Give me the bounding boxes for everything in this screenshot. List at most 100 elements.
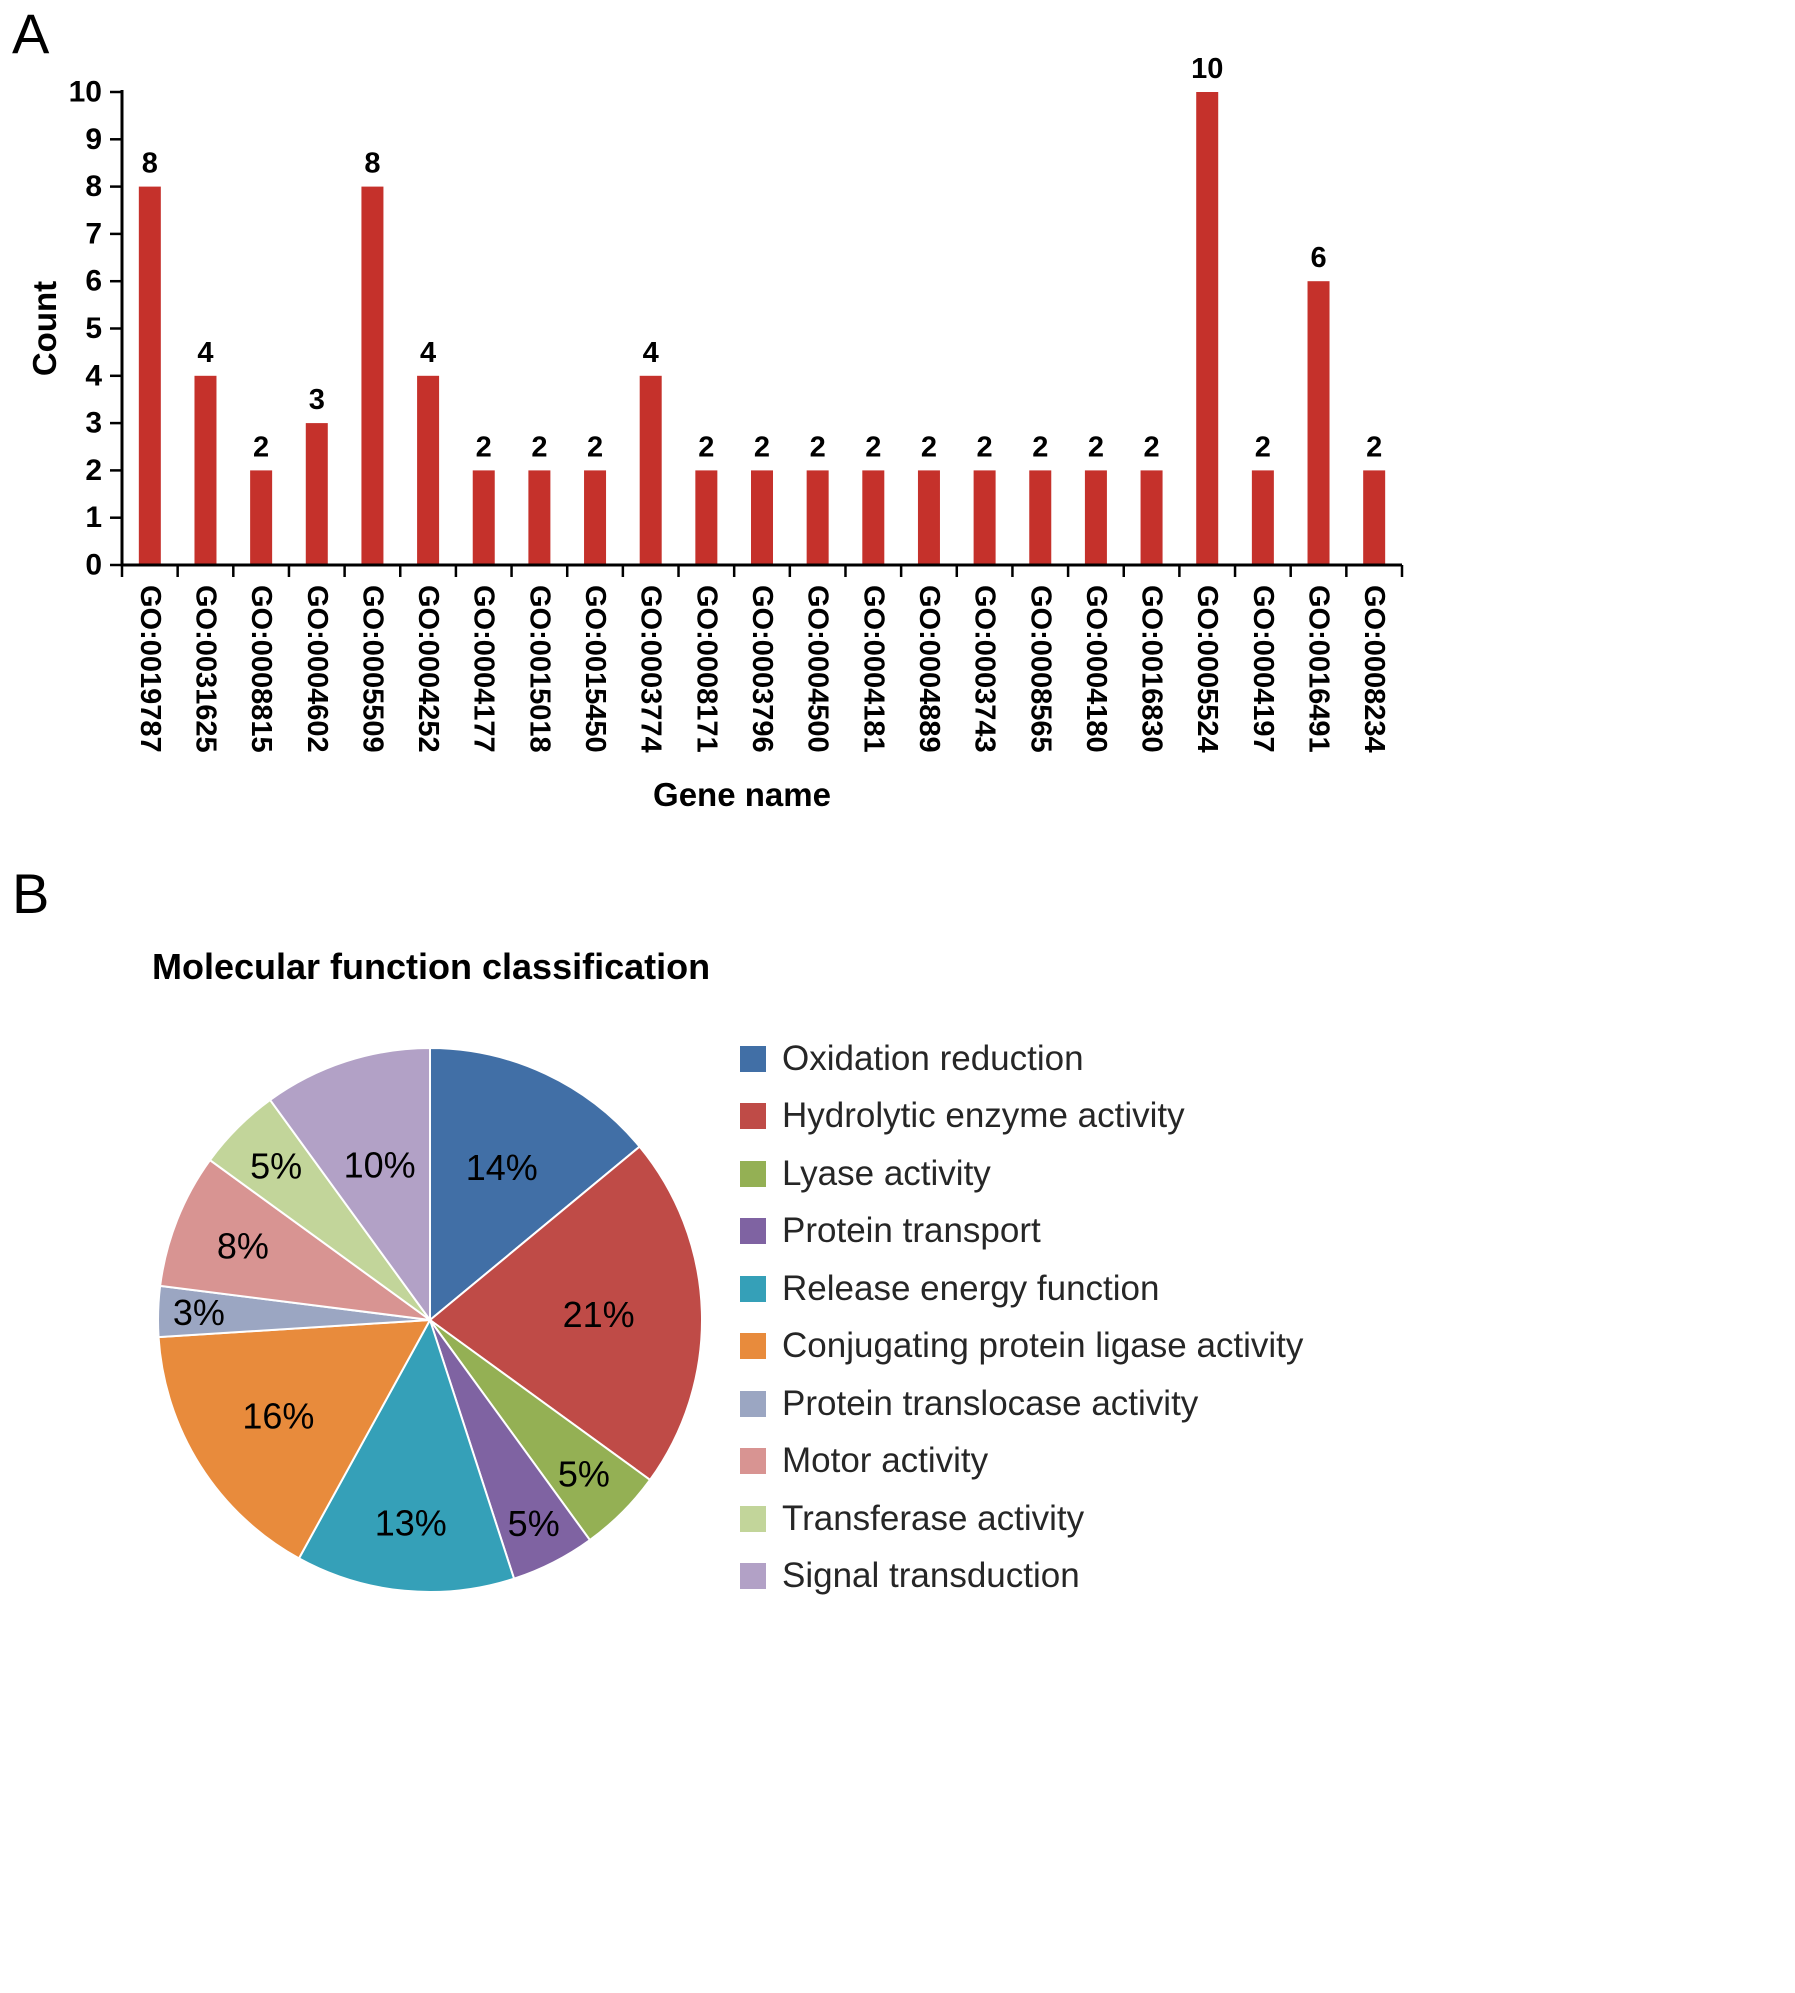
legend-label: Oxidation reduction: [782, 1038, 1084, 1078]
x-category-label: GO:0004181: [857, 585, 889, 753]
legend-swatch: [740, 1390, 766, 1417]
x-category-label: GO:0008815: [245, 585, 277, 753]
bar: [1307, 281, 1330, 565]
legend-item: Protein transport: [740, 1203, 1303, 1261]
legend-swatch: [740, 1160, 766, 1187]
x-category-label: GO:0004177: [468, 585, 500, 753]
bar-value-label: 2: [587, 431, 603, 463]
bar-value-label: 2: [253, 431, 269, 463]
bar-value-label: 10: [1191, 53, 1223, 85]
y-tick-label: 2: [85, 454, 102, 487]
bar: [973, 470, 996, 565]
x-category-label: GO:0004197: [1247, 585, 1279, 753]
panel-a-label: A: [12, 2, 50, 65]
legend-item: Conjugating protein ligase activity: [740, 1318, 1303, 1376]
bar: [305, 423, 328, 565]
x-category-label: GO:0003796: [746, 585, 778, 753]
legend-label: Lyase activity: [782, 1153, 991, 1193]
bar: [1363, 470, 1386, 565]
pie-percent-label: 16%: [242, 1396, 314, 1437]
y-tick-label: 6: [85, 265, 102, 298]
bar: [417, 375, 440, 565]
pie-percent-label: 10%: [344, 1144, 416, 1185]
bar: [751, 470, 773, 565]
x-category-label: GO:0008565: [1024, 585, 1056, 753]
bar: [917, 470, 940, 565]
bar-value-label: 2: [531, 431, 547, 463]
bar: [695, 470, 718, 565]
y-tick-label: 9: [85, 123, 102, 156]
legend-swatch: [740, 1218, 766, 1245]
bar: [138, 186, 161, 565]
bar: [1251, 470, 1274, 565]
x-category-label: GO:0008234: [1358, 585, 1390, 753]
x-category-label: GO:0015018: [523, 585, 555, 753]
pie-legend: Oxidation reduction Hydrolytic enzyme act…: [740, 1030, 1303, 1605]
pie-chart-title: Molecular function classification: [152, 946, 711, 987]
legend-swatch: [740, 1505, 766, 1532]
legend-swatch: [740, 1333, 766, 1360]
legend-item: Transferase activity: [740, 1490, 1303, 1548]
bar-chart: 0 1 2 3 4 5 6 7 8 9 10 8 GO:0019787 4 GO:0031625 2 GO:00…: [26, 53, 1404, 813]
bar-value-label: 2: [1088, 431, 1104, 463]
bar: [250, 470, 273, 565]
x-category-label: GO:0019787: [134, 585, 166, 753]
bar-value-label: 4: [197, 337, 213, 369]
bar: [639, 375, 662, 565]
pie-slice: [159, 1158, 431, 1321]
y-tick-label: 10: [69, 76, 102, 109]
bar: [1084, 470, 1107, 565]
bar-value-label: 2: [754, 431, 770, 463]
pie-percent-label: 5%: [558, 1453, 610, 1494]
y-tick-label: 0: [85, 549, 102, 582]
x-category-label: GO:0008171: [690, 585, 722, 753]
legend-item: Release energy function: [740, 1260, 1303, 1318]
bar-value-label: 2: [476, 431, 492, 463]
x-category-label: GO:0003774: [635, 585, 667, 753]
bar-value-label: 2: [921, 431, 937, 463]
bar-value-label: 2: [1366, 431, 1382, 463]
bar: [862, 470, 885, 565]
bar: [528, 470, 551, 565]
legend-swatch: [740, 1275, 766, 1302]
y-tick-label: 8: [85, 170, 102, 203]
legend-label: Release energy function: [782, 1268, 1160, 1308]
pie-chart: 14% 21% 5% 5% 13% 16% 3% 8% 5% 10%: [157, 1046, 703, 1593]
x-category-label: GO:0004500: [802, 585, 834, 753]
pie-percent-label: 8%: [217, 1225, 269, 1266]
y-tick-label: 1: [85, 501, 102, 534]
legend-label: Transferase activity: [782, 1498, 1085, 1538]
x-category-label: GO:0015450: [579, 585, 611, 753]
legend-item: Oxidation reduction: [740, 1030, 1303, 1088]
pie-slice: [157, 1318, 432, 1560]
legend-label: Motor activity: [782, 1441, 989, 1481]
legend-swatch: [740, 1103, 766, 1130]
bar: [1140, 470, 1163, 565]
y-tick-label: 7: [85, 217, 102, 250]
bar-value-label: 2: [698, 431, 714, 463]
bar: [1196, 92, 1219, 565]
x-category-label: GO:0016491: [1303, 585, 1335, 753]
legend-swatch: [740, 1045, 766, 1072]
bar: [584, 470, 607, 565]
bar-value-label: 2: [1143, 431, 1159, 463]
bar: [194, 375, 217, 565]
legend-item: Lyase activity: [740, 1145, 1303, 1203]
bar: [806, 470, 829, 565]
pie-percent-label: 13%: [375, 1503, 447, 1544]
bar-value-label: 6: [1310, 242, 1326, 274]
pie-percent-label: 5%: [508, 1503, 560, 1544]
bar-value-label: 2: [810, 431, 826, 463]
bar-value-label: 8: [142, 148, 158, 180]
legend-label: Conjugating protein ligase activity: [782, 1326, 1304, 1366]
x-category-label: GO:0004180: [1080, 585, 1112, 753]
x-category-label: GO:0004889: [913, 585, 945, 753]
bar-value-label: 8: [364, 148, 380, 180]
pie-percent-label: 5%: [250, 1146, 302, 1187]
x-category-label: GO:0031625: [189, 585, 221, 753]
x-category-label: GO:0004602: [301, 585, 333, 753]
pie-slice: [428, 1145, 703, 1482]
bar-value-label: 4: [420, 337, 436, 369]
